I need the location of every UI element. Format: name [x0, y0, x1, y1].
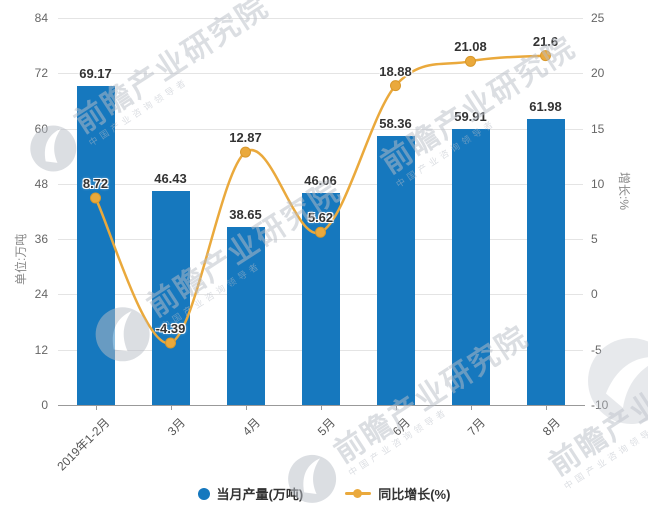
left-axis-tick-label: 24 [34, 287, 48, 302]
bar-value-label: 69.17 [79, 66, 112, 82]
gridline [58, 18, 583, 19]
bar [376, 136, 415, 405]
x-axis-line [58, 405, 585, 406]
x-axis-label: 8月 [539, 415, 563, 439]
bar [451, 128, 490, 405]
x-axis-label: 7月 [464, 415, 488, 439]
legend: 当月产量(万吨) 同比增长(%) [0, 484, 648, 503]
line-value-label: 21.6 [532, 33, 559, 49]
left-axis-tick-label: 12 [34, 342, 48, 357]
left-axis-title: 单位:万吨 [14, 233, 28, 285]
line-value-label: 8.72 [82, 176, 109, 191]
x-axis-label: 5月 [314, 415, 338, 439]
right-axis-title: 增长:% [617, 172, 631, 211]
right-axis-tick-label: 5 [591, 232, 598, 247]
bar-value-label: 59.91 [454, 108, 487, 124]
line-point-icon [540, 50, 551, 62]
bar-series-marker-icon [197, 487, 210, 500]
x-axis-tick [95, 405, 97, 410]
left-axis-tick-label: 48 [34, 176, 48, 191]
x-axis-tick [320, 405, 322, 410]
gridline [58, 73, 583, 75]
left-axis-tick-label: 72 [34, 66, 48, 81]
left-axis-tick-label: 60 [34, 121, 48, 136]
legend-item-production[interactable]: 当月产量(万吨) [197, 484, 304, 503]
line-value-label: 21.08 [454, 39, 487, 55]
right-axis-tick-label: 15 [591, 121, 605, 136]
legend-label-production: 当月产量(万吨) [216, 487, 304, 502]
x-axis-tick [245, 405, 247, 410]
legend-item-growth[interactable]: 同比增长(%) [345, 484, 450, 503]
watermark-tagline-text: 中国产业咨询领导者 [562, 418, 648, 492]
legend-label-growth: 同比增长(%) [378, 487, 451, 502]
right-axis-tick-label: 25 [591, 11, 605, 25]
x-axis-label: 6月 [389, 415, 413, 439]
line-series-marker-dot-icon [353, 489, 363, 498]
x-axis-tick [470, 405, 472, 410]
bar [151, 191, 190, 405]
line-point-icon [240, 146, 251, 158]
bar-value-label: 58.36 [379, 116, 412, 132]
x-axis-tick [170, 405, 172, 410]
left-axis-tick-label: 36 [34, 232, 48, 247]
x-axis-label: 4月 [239, 415, 263, 439]
line-series-marker-icon [345, 489, 372, 498]
right-axis-tick-label: -5 [591, 342, 602, 357]
line-point-icon [390, 80, 401, 92]
line-value-label: -4.39 [155, 320, 186, 336]
right-axis-tick-label: 20 [591, 66, 605, 81]
line-value-label: 12.87 [229, 130, 262, 146]
x-axis-tick [545, 405, 547, 410]
line-point-icon [465, 55, 476, 67]
right-axis-tick-label: 10 [591, 176, 605, 191]
line-value-label: 18.88 [379, 63, 412, 79]
bar-value-label: 61.98 [529, 99, 562, 115]
left-axis-tick-label: 0 [41, 398, 48, 412]
left-axis-tick-label: 84 [34, 11, 48, 25]
bar [526, 119, 565, 405]
right-axis-tick-label: -10 [591, 398, 609, 412]
watermark-top-left: 前瞻产业研究院 中国产业咨询领导者 [21, 0, 281, 180]
x-axis-label: 2019年1-2月 [54, 415, 113, 474]
bar-value-label: 46.06 [304, 172, 337, 188]
x-axis-label: 3月 [164, 415, 188, 439]
right-axis-tick-label: 0 [591, 287, 598, 302]
bar [226, 226, 265, 405]
bar-value-label: 38.65 [229, 206, 262, 222]
watermark-brand-text: 前瞻产业研究院 [328, 319, 535, 470]
gridline [58, 128, 583, 130]
x-axis-tick [395, 405, 397, 410]
bar-value-label: 46.43 [154, 171, 187, 187]
bar [76, 86, 115, 405]
line-value-label: 5.62 [307, 210, 334, 226]
